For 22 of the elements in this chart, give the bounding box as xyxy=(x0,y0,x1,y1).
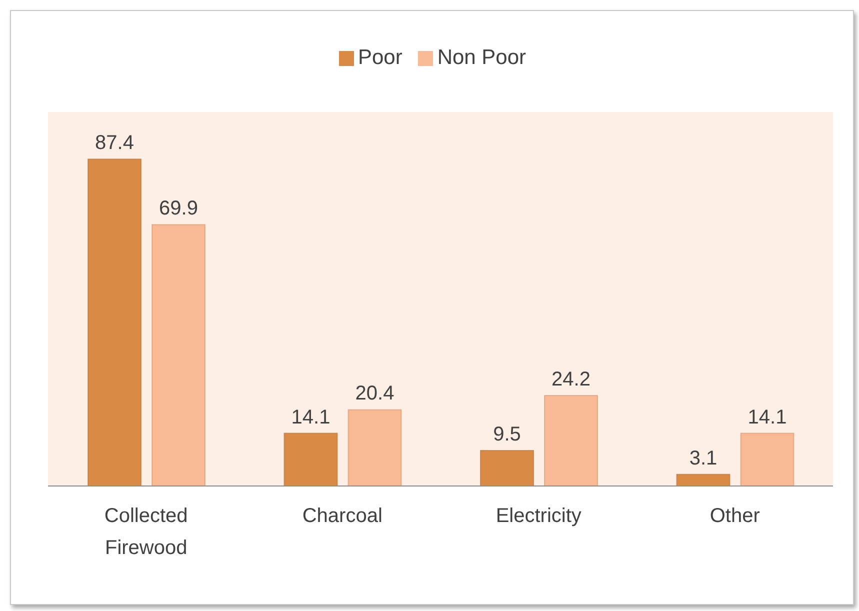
data-label: 87.4 xyxy=(95,132,134,154)
data-label: 14.1 xyxy=(291,406,330,428)
data-label: 69.9 xyxy=(159,198,198,220)
x-tick-label: Collected Firewood xyxy=(104,505,188,560)
data-label: 24.2 xyxy=(552,368,590,390)
x-tick-label: Electricity xyxy=(496,505,582,528)
bar xyxy=(284,432,338,486)
data-label: 14.1 xyxy=(748,406,787,428)
data-label: 3.1 xyxy=(689,447,718,470)
x-tick-label: Other xyxy=(710,505,760,528)
bar xyxy=(544,394,598,486)
bar xyxy=(348,409,402,486)
bar xyxy=(740,432,794,486)
data-label: 9.5 xyxy=(493,423,521,446)
bar xyxy=(88,158,142,486)
bar xyxy=(676,474,730,486)
data-label: 20.4 xyxy=(355,382,394,405)
bar xyxy=(152,224,206,486)
bar xyxy=(480,450,534,486)
x-tick-label: Charcoal xyxy=(302,505,382,528)
legend-label: Poor xyxy=(358,46,402,69)
legend-label: Non Poor xyxy=(437,46,526,69)
